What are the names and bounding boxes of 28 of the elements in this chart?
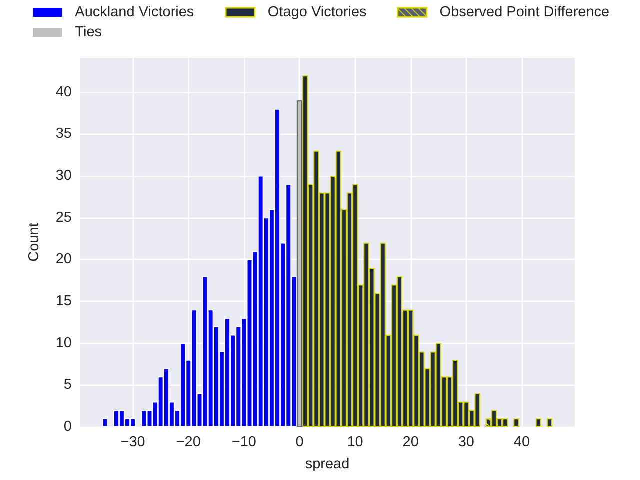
x-tick-label: 40 <box>514 434 530 450</box>
x-tick-label: 30 <box>458 434 474 450</box>
x-tick-label: −20 <box>176 434 201 450</box>
y-tick-label: 25 <box>56 210 72 226</box>
y-tick-label: 15 <box>56 293 72 310</box>
y-tick-label: 35 <box>56 126 72 142</box>
bar <box>296 100 302 427</box>
legend-label: Ties <box>75 24 102 40</box>
x-tick-label: 10 <box>347 434 364 450</box>
y-tick-label: 0 <box>64 419 72 435</box>
y-tick-label: 10 <box>56 335 72 352</box>
bar <box>546 418 552 427</box>
y-axis-title: Count <box>26 223 42 262</box>
y-tick-label: 40 <box>56 84 72 100</box>
y-tick-label: 30 <box>56 168 72 184</box>
x-axis-title: spread <box>305 456 350 472</box>
x-tick-label: −30 <box>120 434 146 450</box>
bar <box>536 418 542 427</box>
legend-label: Otago Victories <box>268 4 367 20</box>
x-tick-label: 0 <box>296 434 304 450</box>
y-tick-label: 20 <box>56 252 72 268</box>
bar <box>102 418 108 427</box>
x-tick-label: 20 <box>402 434 419 450</box>
legend-label: Auckland Victories <box>75 4 194 20</box>
bar <box>514 418 520 427</box>
y-tick-label: 5 <box>64 377 72 394</box>
x-tick-label: −10 <box>232 434 256 450</box>
legend-label: Observed Point Difference <box>440 4 610 20</box>
